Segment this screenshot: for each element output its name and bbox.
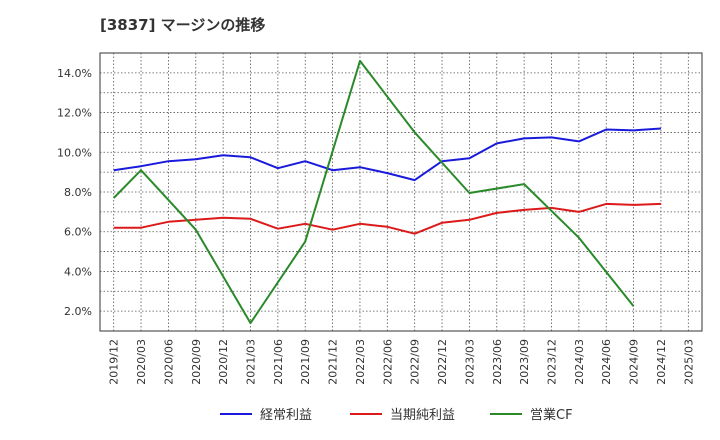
chart-title: [3837] マージンの推移 [100, 16, 266, 34]
x-tick-label: 2023/03 [463, 339, 476, 385]
x-tick-label: 2022/03 [354, 339, 367, 385]
series-line-3 [112, 59, 635, 325]
x-tick-label: 2022/09 [409, 339, 422, 385]
x-tick-label: 2020/06 [162, 339, 175, 385]
y-tick-label: 12.0% [57, 107, 92, 120]
y-tick-label: 2.0% [64, 305, 92, 318]
x-tick-label: 2023/12 [546, 339, 559, 385]
x-tick-label: 2020/03 [135, 339, 148, 385]
x-tick-label: 2021/12 [327, 339, 340, 385]
x-tick-label: 2020/12 [217, 339, 230, 385]
x-tick-label: 2021/09 [299, 339, 312, 385]
x-tick-label: 2021/06 [272, 339, 285, 385]
plot-frame [99, 52, 703, 332]
legend-label: 営業CF [530, 407, 573, 423]
x-tick-label: 2022/12 [436, 339, 449, 385]
y-tick-label: 4.0% [64, 265, 92, 278]
y-tick-label: 10.0% [57, 146, 92, 159]
x-tick-label: 2024/03 [573, 339, 586, 385]
x-tick-label: 2024/06 [600, 339, 613, 385]
x-tick-label: 2023/09 [518, 339, 531, 385]
series-line-1 [113, 127, 662, 182]
x-tick-label: 2020/09 [190, 339, 203, 385]
x-tick-label: 2019/12 [108, 339, 121, 385]
x-tick-label: 2023/06 [491, 339, 504, 385]
y-tick-label: 14.0% [57, 67, 92, 80]
y-tick-label: 6.0% [64, 226, 92, 239]
y-tick-label: 8.0% [64, 186, 92, 199]
x-tick-label: 2025/03 [682, 339, 695, 385]
x-tick-label: 2024/09 [628, 339, 641, 385]
series-line-2 [113, 202, 662, 235]
x-tick-label: 2021/03 [245, 339, 258, 385]
legend-label: 当期純利益 [390, 408, 455, 423]
x-tick-label: 2022/06 [381, 339, 394, 385]
x-tick-label: 2024/12 [655, 339, 668, 385]
legend-label: 経常利益 [260, 408, 312, 423]
